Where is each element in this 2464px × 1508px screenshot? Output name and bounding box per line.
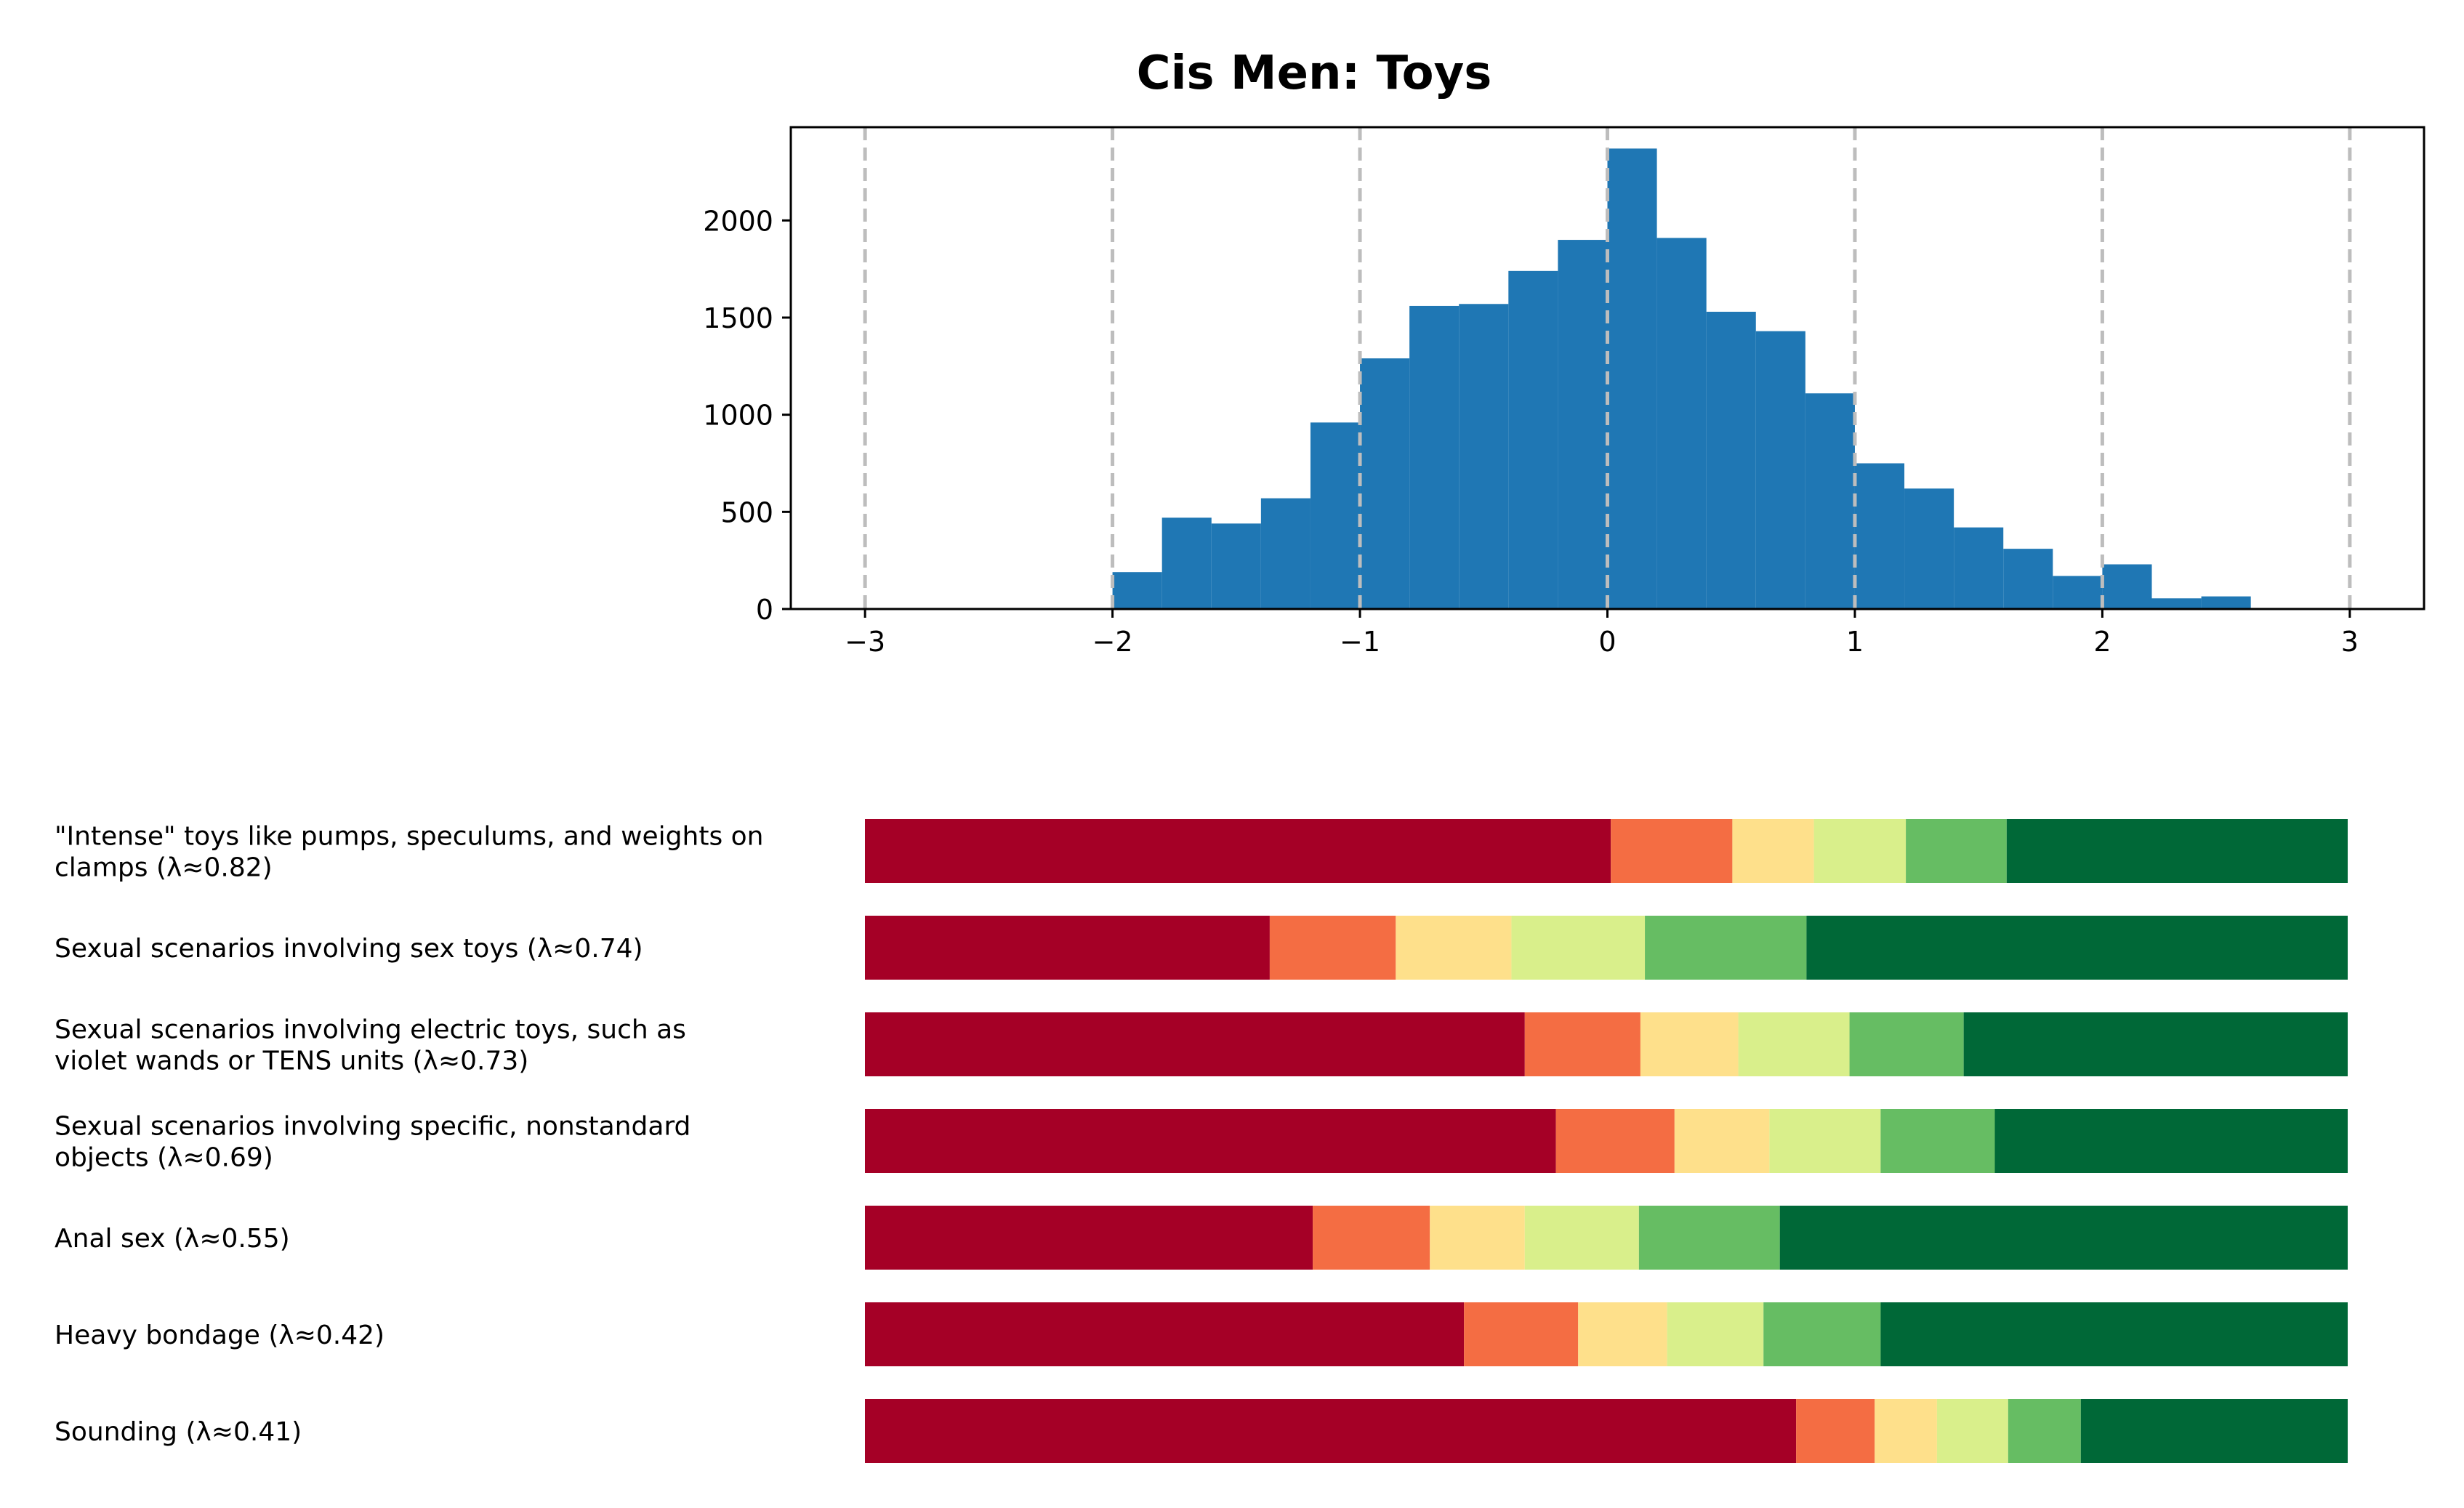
stacked-bar-segment [1578, 1302, 1667, 1366]
histogram-bar [1954, 527, 2004, 609]
x-tick-label: 2 [2093, 626, 2111, 658]
histogram-bar [1211, 523, 1261, 609]
x-tick-label: 0 [1598, 626, 1616, 658]
stacked-bar-segment [1875, 1399, 1937, 1463]
histogram-bar [1656, 238, 1707, 609]
x-tick-label: 1 [1846, 626, 1864, 658]
stacked-bar-segment [2080, 1399, 2348, 1463]
histogram-bar [1607, 148, 1657, 610]
stacked-bar-segment [1732, 819, 1814, 883]
stacked-bar-segment [1674, 1109, 1770, 1173]
stacked-bar-segment [1430, 1206, 1525, 1270]
stacked-bar-segment [865, 1302, 1465, 1366]
histogram-bar [1706, 311, 1756, 609]
stacked-bar-segment [865, 1399, 1797, 1463]
stacked-bar-segment [1806, 916, 2348, 980]
stacked-bar-segment [1769, 1109, 1881, 1173]
stacked-bar-segment [1994, 1109, 2348, 1173]
stacked-bar-segment [865, 1206, 1313, 1270]
row-label: Sexual scenarios involving electric toys… [55, 1015, 686, 1045]
y-tick-label: 1500 [703, 302, 773, 334]
stacked-bar-segment [1813, 819, 1907, 883]
stacked-bar-segment [1396, 916, 1512, 980]
stacked-bar-segment [1524, 1206, 1639, 1270]
histogram-bar [1161, 517, 1212, 609]
row-label: violet wands or TENS units (λ≈0.73) [55, 1047, 528, 1076]
stacked-bar-segment [865, 819, 1611, 883]
histogram-bar [1755, 331, 1805, 609]
stacked-bar-segment [1906, 819, 2007, 883]
stacked-bar-segment [1269, 916, 1396, 980]
stacked-bar-segment [1555, 1109, 1675, 1173]
stacked-bar-segment [1738, 1012, 1850, 1076]
x-tick-label: −3 [845, 626, 885, 658]
row-label: Sexual scenarios involving sex toys (λ≈0… [55, 934, 643, 964]
stacked-bar-segment [865, 1109, 1556, 1173]
histogram-bar [1508, 270, 1558, 609]
histogram-bar [2151, 598, 2202, 609]
stacked-bar-segment [1645, 916, 1807, 980]
stacked-bar-segment [1611, 819, 1733, 883]
stacked-bar-segment [1763, 1302, 1881, 1366]
x-tick-label: −1 [1340, 626, 1380, 658]
histogram-bar [1558, 240, 1608, 609]
histogram-bar [1310, 422, 1361, 609]
stacked-bar-segment [865, 916, 1270, 980]
stacked-bar-segment [1524, 1012, 1640, 1076]
stacked-bar-segment [1313, 1206, 1430, 1270]
stacked-bar-segment [1963, 1012, 2348, 1076]
y-tick-label: 2000 [703, 205, 773, 237]
stacked-bar-segment [1667, 1302, 1764, 1366]
row-label: Heavy bondage (λ≈0.42) [55, 1320, 385, 1350]
histogram-bar [1360, 358, 1410, 609]
histogram-bar [2003, 549, 2053, 609]
stacked-bar-segment [1849, 1012, 1964, 1076]
row-label: objects (λ≈0.69) [55, 1143, 273, 1173]
row-label: Sounding (λ≈0.41) [55, 1417, 302, 1447]
stacked-bar-segment [1936, 1399, 2008, 1463]
stacked-bar-segment [865, 1012, 1525, 1076]
chart-title: Cis Men: Toys [1137, 47, 1492, 100]
histogram-bar [2053, 576, 2103, 609]
stacked-bar-segment [1779, 1206, 2348, 1270]
stacked-bar-segment [2006, 819, 2348, 883]
histogram-plot: −3 −2 −1 0 1 2 3 0 500 1000 1500 2000 [703, 126, 2425, 658]
stacked-bars-plot: "Intense" toys like pumps, speculums, an… [55, 819, 2348, 1463]
y-tick-label: 500 [720, 496, 773, 528]
row-label: Sexual scenarios involving specific, non… [55, 1112, 691, 1142]
histogram-bar [1112, 572, 1162, 609]
stacked-bar-segment [1640, 1012, 1739, 1076]
histogram-bar [2102, 564, 2152, 609]
histogram-bar [1805, 393, 1855, 609]
row-label: "Intense" toys like pumps, speculums, an… [55, 822, 764, 852]
stacked-bar-segment [1464, 1302, 1579, 1366]
histogram-bar [1459, 304, 1509, 609]
stacked-bar-segment [1638, 1206, 1780, 1270]
stacked-bar-segment [2008, 1399, 2081, 1463]
stacked-bar-segment [1880, 1302, 2348, 1366]
histogram-bar [2201, 596, 2251, 609]
stacked-bar-segment [1880, 1109, 1995, 1173]
histogram-bar [1409, 305, 1460, 609]
row-label: clamps (λ≈0.82) [55, 853, 273, 883]
row-label: Anal sex (λ≈0.55) [55, 1224, 290, 1254]
histogram-bar [1904, 488, 1954, 609]
y-tick-label: 1000 [703, 400, 773, 432]
y-tick-label: 0 [756, 594, 773, 626]
stacked-bar-segment [1511, 916, 1646, 980]
x-tick-label: −2 [1092, 626, 1133, 658]
stacked-bar-segment [1796, 1399, 1875, 1463]
x-tick-label: 3 [2341, 626, 2359, 658]
histogram-bar [1854, 463, 1905, 609]
histogram-bar [1260, 498, 1310, 609]
